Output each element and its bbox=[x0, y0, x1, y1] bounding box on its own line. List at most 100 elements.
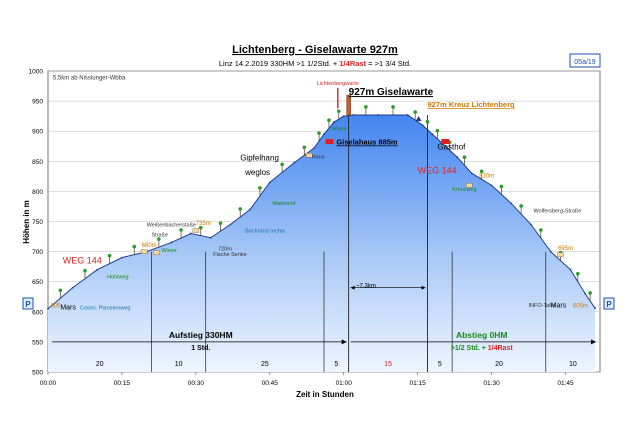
ascent-descent-layer: Aufstieg 330HM 1 Std. Abstieg 0HM >1/2 Std.… bbox=[52, 330, 596, 352]
y-tick-label: 850 bbox=[32, 159, 43, 166]
annotation-label: 5,5km ab Nisslunger-Wbba bbox=[53, 75, 126, 81]
annotation-label: Mars bbox=[551, 303, 567, 310]
tree-icon bbox=[107, 253, 112, 258]
annotation-label: INFO-Tafel bbox=[529, 303, 556, 309]
annotation-label: 695m bbox=[558, 246, 573, 252]
segment-duration-label: 20 bbox=[96, 361, 104, 368]
y-tick-label: 500 bbox=[32, 370, 43, 377]
x-tick-label: 01:00 bbox=[336, 380, 353, 387]
y-tick-label: 800 bbox=[32, 189, 43, 196]
annotation-label: WEG 144 bbox=[418, 165, 457, 175]
tree-icon bbox=[519, 204, 523, 208]
y-tick-label: 700 bbox=[32, 249, 43, 256]
tree-icon bbox=[336, 109, 341, 113]
subtitle-end: = >1 3/4 Std. bbox=[366, 59, 411, 68]
annotations-layer: 5,5km ab Nisslunger-Wbba WEG 144 Hohlweg 68… bbox=[50, 75, 587, 311]
y-tick-label: 550 bbox=[32, 339, 43, 346]
tree-icon bbox=[280, 162, 284, 167]
ascent-label: Aufstieg 330HM bbox=[169, 330, 233, 340]
profile-point bbox=[293, 161, 296, 164]
x-tick-label: 01:45 bbox=[557, 380, 574, 387]
landmark-house-icon bbox=[466, 183, 473, 188]
y-tick-label: 900 bbox=[32, 129, 43, 136]
parking-start-box bbox=[22, 297, 34, 310]
landmark-house-icon bbox=[557, 252, 564, 257]
profile-point bbox=[332, 121, 335, 124]
profile-point bbox=[594, 307, 596, 310]
tree-icon bbox=[462, 155, 467, 160]
section-lines-layer: 20 10 25 5 15 5 20 10 bbox=[96, 114, 577, 372]
profile-point bbox=[490, 184, 493, 187]
annotation-label: Kreuzweg bbox=[452, 187, 476, 193]
x-tick-label: 01:15 bbox=[410, 380, 427, 387]
profile-point bbox=[431, 133, 434, 136]
tree-icon bbox=[588, 291, 592, 295]
tree-icon bbox=[132, 244, 137, 249]
segment-duration-label: 25 bbox=[261, 361, 269, 368]
annotation-label: Hohlweg bbox=[107, 275, 128, 281]
annotation-label: 680m bbox=[142, 243, 157, 249]
segment-duration-label: 10 bbox=[569, 361, 577, 368]
giselahaus-label: Giselahaus 885m bbox=[336, 137, 398, 146]
chart-subtitle: Linz 14.2.2019 330HM >1 1/2Std. + 1/4Ras… bbox=[219, 59, 411, 68]
profile-point bbox=[549, 250, 552, 253]
landmark-house-icon bbox=[306, 153, 313, 158]
tree-icon bbox=[179, 228, 183, 232]
segment-duration-label: 15 bbox=[384, 361, 392, 368]
tree-icon bbox=[435, 128, 440, 133]
profile-point bbox=[342, 115, 345, 118]
annotation-label: Wolfersberg-Straße bbox=[533, 208, 581, 214]
markers-layer bbox=[58, 87, 592, 301]
annotation-label: Gipfelhang bbox=[240, 154, 279, 163]
arrow-head-left bbox=[350, 285, 355, 290]
subtitle-main: Linz 14.2.2019 330HM >1 1/2Std. + bbox=[219, 59, 340, 68]
profile-point bbox=[249, 208, 251, 211]
tree-icon bbox=[327, 118, 331, 122]
y-axis-label: Höhen in m bbox=[22, 200, 31, 244]
annotation-label: Bachrand rechts bbox=[245, 228, 285, 234]
cross-marker-icon bbox=[415, 116, 422, 122]
profile-point bbox=[323, 133, 325, 136]
segment-duration-label: 5 bbox=[334, 361, 338, 368]
annotation-label: Lichtenbergwarte bbox=[317, 81, 359, 87]
ascent-time: 1 Std. bbox=[191, 345, 210, 352]
parking-start-icon: P bbox=[25, 300, 31, 309]
descent-time-rest: 1/4Rast bbox=[486, 345, 514, 352]
annotation-label: Cosmi. Planetenweg bbox=[80, 305, 130, 311]
profile-point bbox=[352, 114, 355, 116]
profile-point bbox=[313, 147, 316, 149]
profile-point bbox=[268, 181, 271, 184]
annotation-label: Weißenbacherstaße bbox=[147, 222, 196, 228]
tree-icon bbox=[364, 105, 368, 109]
x-axis-label: Zeit in Stunden bbox=[296, 390, 354, 399]
descent-arrow-head bbox=[591, 339, 596, 345]
parking-end-box bbox=[603, 297, 615, 310]
y-tick-label: 600 bbox=[32, 309, 43, 316]
tree-icon bbox=[576, 271, 580, 276]
profile-point bbox=[456, 156, 458, 158]
y-tick-label: 950 bbox=[32, 99, 43, 106]
descent-label: Abstieg 0HM bbox=[456, 330, 507, 340]
profile-point bbox=[190, 232, 192, 235]
gasthof-house-icon bbox=[441, 139, 450, 145]
landmark-house-icon bbox=[153, 250, 160, 256]
profile-point bbox=[121, 256, 123, 259]
annotation-label: WEG 144 bbox=[63, 256, 102, 266]
x-tick-label: 00:30 bbox=[188, 380, 205, 387]
annotation-label: 605 bbox=[50, 304, 61, 310]
annotation-label: Flache Senke bbox=[213, 252, 247, 258]
tree-icon bbox=[317, 131, 321, 135]
chart-title: Lichtenberg - Giselawarte 927m bbox=[232, 44, 398, 56]
y-tick-label: 1000 bbox=[29, 69, 44, 76]
tour-badge-box bbox=[569, 53, 601, 68]
tree-icon bbox=[83, 268, 87, 273]
tree-icon bbox=[413, 110, 417, 114]
ascent-arrow-head bbox=[341, 339, 347, 345]
tour-badge: 05a/19 bbox=[574, 59, 596, 66]
annotation-label: Haus bbox=[312, 154, 325, 160]
annotation-label: 735m bbox=[196, 221, 211, 227]
profile-point bbox=[96, 268, 99, 271]
annotation-label: 810m bbox=[479, 174, 494, 180]
tree-icon bbox=[499, 184, 504, 189]
descent-time-walk: >1/2 Std. + bbox=[451, 345, 486, 352]
